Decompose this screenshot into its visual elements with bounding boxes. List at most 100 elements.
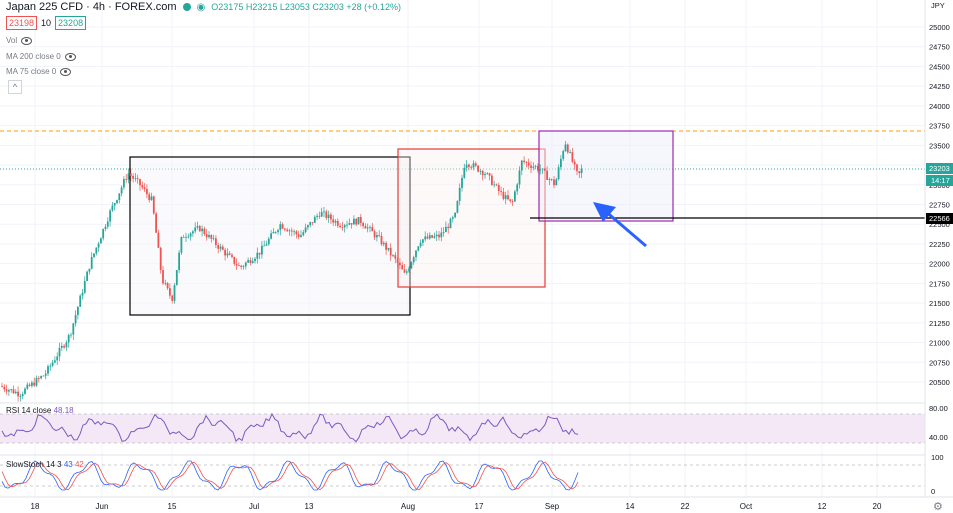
candle-body: [65, 342, 68, 348]
candle-body: [362, 223, 364, 227]
candle-body: [81, 292, 84, 296]
stoch-legend[interactable]: SlowStoch 14 3 43 42: [6, 460, 84, 469]
price-tick-label: 21000: [929, 339, 950, 348]
candle-body: [339, 225, 341, 228]
chart-header: Japan 225 CFD · 4h · FOREX.com ◉ O23175 …: [6, 1, 401, 13]
price-tick-label: 23500: [929, 141, 950, 150]
candle-body: [233, 256, 236, 264]
candle-body: [224, 249, 226, 256]
candle-body: [373, 231, 376, 238]
candle-body: [438, 234, 440, 238]
candle-body: [70, 334, 72, 336]
line-price-tag: 22566: [926, 213, 953, 224]
consolidation-box-red[interactable]: [397, 148, 546, 288]
buy-button[interactable]: 23208: [55, 16, 87, 30]
price-tick-label: 20750: [929, 358, 950, 367]
candle-body: [442, 232, 445, 233]
indicator-vol[interactable]: Vol: [6, 36, 33, 45]
candle-body: [136, 178, 139, 180]
candle-body: [83, 280, 86, 293]
blue-arrow-annotation[interactable]: [593, 202, 647, 248]
eye-icon[interactable]: [64, 52, 76, 61]
price-tick-label: 22000: [929, 260, 950, 269]
candle-body: [180, 237, 183, 253]
sell-button[interactable]: 23198: [6, 16, 38, 30]
symbol-title[interactable]: Japan 225 CFD · 4h · FOREX.com: [6, 1, 177, 13]
candle-body: [569, 152, 571, 153]
candle-body: [146, 189, 148, 195]
candle-body: [539, 169, 542, 171]
candle-body: [116, 200, 118, 204]
indicator-vol-label: Vol: [6, 36, 18, 45]
candle-body: [8, 390, 10, 392]
candle-body: [226, 253, 229, 256]
candle-body: [5, 389, 8, 392]
collapse-indicators-button[interactable]: ^: [8, 80, 22, 94]
candle-body: [63, 345, 65, 348]
candle-body: [546, 170, 548, 180]
indicator-ma75[interactable]: MA 75 close 0: [6, 67, 72, 76]
candle-body: [511, 201, 514, 202]
candle-body: [458, 187, 461, 201]
candle-body: [21, 393, 24, 397]
candle-body: [258, 252, 261, 255]
candle-body: [284, 228, 286, 230]
indicator-ma200[interactable]: MA 200 close 0: [6, 52, 76, 61]
candle-body: [100, 238, 102, 244]
consolidation-box-black[interactable]: [129, 156, 411, 316]
candle-body: [341, 227, 344, 228]
candle-body: [401, 265, 404, 270]
rsi-legend[interactable]: RSI 14 close 48.18: [6, 406, 74, 415]
price-tick-label: 24000: [929, 102, 950, 111]
candle-body: [378, 235, 381, 236]
candle-body: [169, 288, 171, 296]
price-tick-label: 24250: [929, 82, 950, 91]
candle-body: [417, 246, 420, 251]
candle-body: [31, 382, 33, 386]
gear-icon[interactable]: ⚙: [933, 500, 943, 513]
candle-body: [129, 173, 132, 177]
candle-body: [530, 165, 532, 168]
eye-icon[interactable]: [60, 67, 72, 76]
price-axis[interactable]: 2500024750245002425024000237502350023250…: [929, 23, 950, 387]
candle-body: [472, 163, 475, 168]
rsi-level-low: 40.00: [929, 433, 948, 442]
candle-body: [277, 230, 279, 232]
eye-icon[interactable]: ◉: [196, 1, 206, 13]
candle-body: [272, 232, 275, 234]
time-axis[interactable]: 18 Jun 15 Jul 13 Aug 17 Sep 14 22 Oct 12 20: [31, 502, 882, 511]
candle-body: [334, 220, 337, 223]
candle-body: [548, 179, 551, 180]
candle-body: [562, 151, 565, 159]
candle-body: [113, 203, 116, 206]
candle-body: [405, 271, 408, 273]
candle-body: [56, 356, 59, 361]
candle-body: [261, 245, 263, 255]
price-tick-label: 22250: [929, 240, 950, 249]
candle-body: [159, 247, 162, 270]
candle-body: [189, 233, 192, 237]
candle-body: [88, 268, 91, 272]
candle-body: [219, 246, 222, 249]
stoch-k-value: 43: [63, 460, 73, 469]
candle-body: [376, 235, 378, 238]
candle-body: [196, 226, 199, 228]
candle-body: [468, 164, 470, 167]
candle-body: [355, 218, 358, 225]
candle-body: [123, 179, 125, 188]
candle-body: [387, 247, 390, 250]
candle-body: [426, 236, 429, 239]
candle-body: [157, 232, 160, 248]
candle-body: [550, 179, 553, 180]
candle-body: [555, 179, 558, 186]
spread-value: 10: [41, 18, 52, 28]
eye-icon[interactable]: [21, 36, 33, 45]
candle-body: [343, 225, 346, 228]
candle-body: [44, 373, 47, 376]
candle-body: [500, 191, 502, 192]
candle-body: [543, 168, 546, 171]
stoch-level-low: 0: [931, 487, 935, 496]
candle-body: [566, 144, 569, 153]
candle-body: [203, 228, 206, 235]
